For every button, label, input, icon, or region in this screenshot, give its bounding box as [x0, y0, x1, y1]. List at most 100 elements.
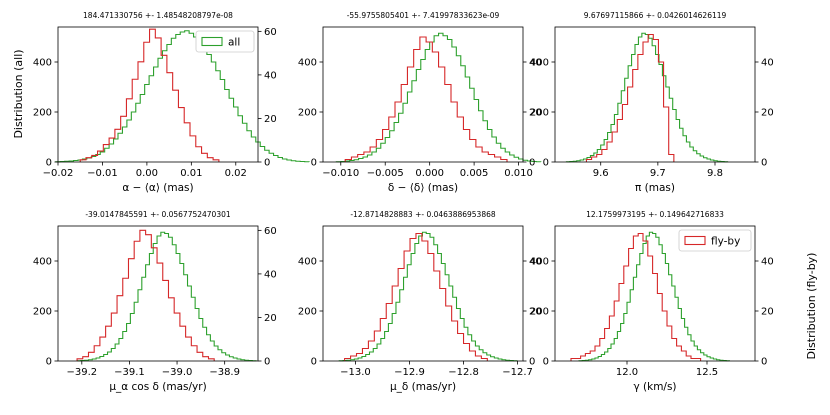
panel-title: -55.9755805401 +- 7.41997833623e-09: [347, 11, 500, 20]
y-tick-label-right: 0: [761, 158, 767, 169]
y-tick-label-left: 200: [33, 307, 52, 318]
y-tick-label-right: 0: [529, 158, 535, 169]
x-tick-label: −12.7: [502, 367, 533, 378]
legend-box: [195, 30, 255, 53]
y-tick-label-left: 200: [530, 108, 549, 119]
y-tick-label-left: 0: [46, 357, 52, 368]
x-tick-label: 12.5: [696, 367, 718, 378]
histogram-all-4: [76, 231, 257, 362]
legend-swatch: [201, 36, 223, 47]
histogram-flyby-2: [344, 36, 508, 162]
y-tick-label-right: 20: [529, 108, 542, 119]
legend-box: [678, 229, 752, 252]
x-tick-label: −13.0: [340, 367, 371, 378]
y-tick-label-left: 400: [298, 58, 317, 69]
histogram-all-6: [578, 231, 730, 362]
x-tick-label: −38.9: [209, 367, 240, 378]
panel-1: −0.02 −0.01 0.00 0.01 0.02 0 200 400 0 20 40 60 184.…: [33, 11, 310, 194]
x-tick-label: −0.010: [322, 168, 359, 179]
x-tick-label: 0.02: [225, 168, 247, 179]
y-tick-label-left: 400: [33, 58, 52, 69]
x-tick-label: 0.010: [504, 168, 533, 179]
y-tick-label-right: 0: [264, 158, 270, 169]
x-axis-label: δ − ⟨δ⟩ (mas): [388, 182, 458, 194]
axes-frame: [322, 26, 524, 163]
y-tick-label-right: 40: [761, 58, 774, 69]
panel-3: 9.6 9.7 9.8 0 200 400 0 20 40 9.67697115866 +- 0.…: [530, 11, 774, 194]
y-tick-label-left: 200: [298, 307, 317, 318]
histogram-flyby-3: [585, 33, 675, 162]
x-tick-label: −39.0: [162, 367, 193, 378]
axes-frame: [57, 26, 259, 163]
x-tick-label: 0.01: [180, 168, 202, 179]
panel-title: 9.67697115866 +- 0.0426014626119: [584, 11, 727, 20]
y-tick-label-left: 200: [530, 307, 549, 318]
y-tick-label-left: 400: [530, 257, 549, 268]
x-tick-label: 9.8: [707, 168, 723, 179]
y-tick-label-right: 0: [264, 357, 270, 368]
y-tick-label-right: 40: [264, 70, 277, 81]
x-tick-label: 9.6: [593, 168, 609, 179]
y-tick-label-right: 0: [761, 357, 767, 368]
x-axis-label: μ_δ (mas/yr): [390, 381, 456, 393]
y-tick-label-left: 0: [311, 158, 317, 169]
panel-2: −0.010 −0.005 0.000 0.005 0.010020040002040-…: [298, 11, 542, 194]
y-tick-label-right: 60: [264, 226, 277, 237]
y-tick-label-left: 400: [298, 257, 317, 268]
y-tick-label-left: 0: [46, 158, 52, 169]
legend-label: fly-by: [711, 236, 740, 248]
x-tick-label: −39.1: [114, 367, 145, 378]
panel-5: −13.0 −12.9 −12.8 −12.7020040002040-12.8714…: [298, 210, 542, 393]
y-tick-label-right: 20: [264, 114, 277, 125]
legend-label: all: [228, 37, 240, 49]
left-axis-label: Distribution (all): [12, 49, 25, 138]
y-tick-label-right: 40: [529, 58, 542, 69]
x-tick-label: −0.02: [43, 168, 74, 179]
axes-frame: [554, 225, 756, 362]
x-tick-label: 0.00: [136, 168, 158, 179]
y-tick-label-left: 400: [530, 58, 549, 69]
legend-swatch: [684, 235, 706, 246]
x-tick-label: −0.005: [367, 168, 404, 179]
y-tick-label-left: 200: [298, 108, 317, 119]
panel-title: -39.0147845591 +- 0.0567752470301: [85, 210, 231, 219]
histogram-flyby-4: [76, 229, 215, 361]
y-tick-label-right: 60: [264, 27, 277, 38]
y-tick-label-right: 20: [761, 307, 774, 318]
panel-title: 184.471330756 +- 1.48548208797e-08: [83, 11, 233, 20]
y-tick-label-right: 20: [761, 108, 774, 119]
panel-4: −39.2 −39.1 −39.0 −38.9 0 200 400 0 20 40 60 -39.01…: [33, 210, 277, 393]
x-tick-label: 0.005: [460, 168, 489, 179]
x-axis-label: π (mas): [635, 182, 675, 194]
y-tick-label-left: 0: [311, 357, 317, 368]
y-tick-label-left: 400: [33, 257, 52, 268]
x-axis-label: α − ⟨α⟩ (mas): [122, 182, 193, 194]
axes-frame: [322, 225, 524, 362]
panel-6: 12.0 12.5 0 200 400 0 20 40 12.1759973195 +- 0.1…: [530, 210, 774, 393]
y-tick-label-left: 200: [33, 108, 52, 119]
y-tick-label-right: 40: [264, 269, 277, 280]
histogram-all-5: [338, 231, 518, 362]
x-axis-label: γ (km/s): [633, 381, 676, 393]
x-tick-label: −12.9: [394, 367, 425, 378]
axes-frame: [57, 225, 259, 362]
right-axis-label: Distribution (fly-by): [805, 253, 818, 360]
axes-frame: [554, 26, 756, 163]
y-tick-label-right: 20: [529, 307, 542, 318]
panel-title: -12.8714828883 +- 0.0463886953868: [350, 210, 496, 219]
histogram-all-1: [55, 30, 310, 163]
histogram-flyby-6: [570, 232, 702, 361]
x-tick-label: 12.0: [616, 367, 638, 378]
histogram-flyby-1: [79, 28, 220, 162]
x-tick-label: −39.2: [66, 367, 97, 378]
histogram-all-3: [565, 32, 729, 163]
x-tick-label: −0.01: [87, 168, 118, 179]
histogram-all-2: [335, 32, 542, 163]
panel-title: 12.1759973195 +- 0.149642716833: [586, 210, 724, 219]
histogram-flyby-5: [344, 232, 488, 361]
y-tick-label-left: 0: [543, 357, 549, 368]
y-tick-label-right: 40: [761, 257, 774, 268]
x-tick-label: 9.7: [650, 168, 666, 179]
y-tick-label-right: 40: [529, 257, 542, 268]
